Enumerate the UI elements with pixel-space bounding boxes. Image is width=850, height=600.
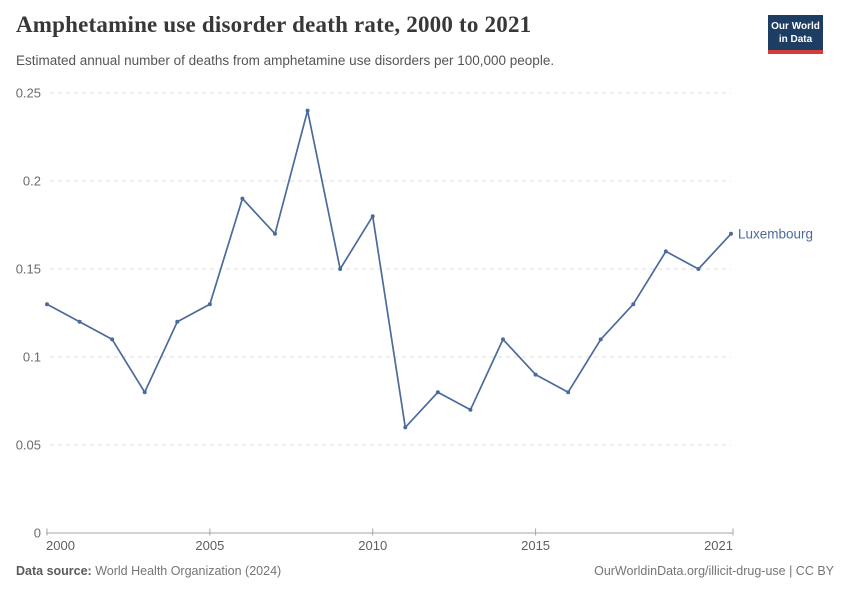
data-point: [45, 302, 49, 307]
y-tick-label: 0.05: [16, 438, 41, 453]
data-point: [240, 196, 245, 201]
y-tick-label: 0.25: [16, 86, 41, 101]
series-end-label[interactable]: Luxembourg: [738, 226, 813, 241]
chart-subtitle: Estimated annual number of deaths from a…: [16, 53, 555, 68]
data-point: [77, 319, 82, 324]
chart-title: Amphetamine use disorder death rate, 200…: [16, 12, 532, 37]
data-point: [338, 267, 343, 271]
y-tick-label: 0.1: [23, 350, 41, 365]
data-point: [305, 108, 310, 113]
data-point: [566, 390, 571, 395]
data-point: [729, 231, 733, 236]
x-tick-label: 2000: [46, 538, 75, 553]
owid-logo[interactable]: Our World in Data: [768, 15, 823, 54]
data-point: [142, 390, 147, 395]
data-point: [207, 302, 212, 307]
data-point: [533, 372, 538, 377]
data-point: [631, 302, 636, 307]
data-point: [663, 249, 668, 254]
data-source: Data source: World Health Organization (…: [16, 564, 281, 578]
data-line-luxembourg: [46, 109, 732, 429]
data-point: [501, 337, 505, 342]
x-tick-label: 2005: [195, 538, 224, 553]
owid-logo-line1: Our World: [771, 21, 820, 32]
data-point: [110, 337, 115, 342]
owid-logo-line2: in Data: [778, 34, 813, 45]
data-source-label: Data source:: [16, 564, 92, 578]
x-tick-label: 2010: [358, 538, 387, 553]
data-source-value: World Health Organization (2024): [95, 564, 282, 578]
x-tick-label: 2021: [704, 538, 733, 553]
x-tick-label: 2015: [521, 538, 550, 553]
data-point: [696, 267, 701, 271]
data-point: [435, 390, 440, 395]
y-tick-label: 0.15: [16, 262, 41, 277]
data-point: [468, 407, 473, 412]
data-point: [598, 337, 603, 342]
data-point: [403, 425, 408, 430]
y-tick-label: 0.2: [23, 174, 41, 189]
data-point: [175, 319, 180, 324]
y-tick-label: 0: [34, 526, 41, 541]
data-point: [370, 214, 375, 219]
data-point: [273, 231, 277, 236]
attribution-link[interactable]: OurWorldinData.org/illicit-drug-use | CC…: [594, 564, 834, 578]
